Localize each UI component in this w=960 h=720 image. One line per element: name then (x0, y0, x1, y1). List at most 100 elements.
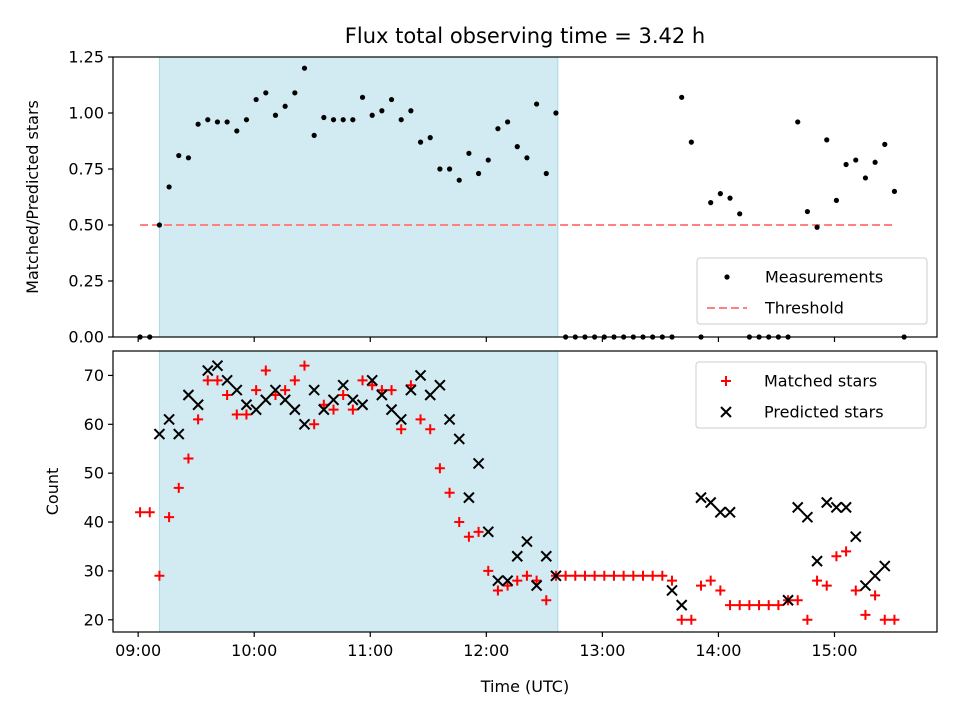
matched-stars-point (754, 600, 765, 611)
matched-stars-point (667, 575, 678, 586)
predicted-stars-point (840, 501, 852, 514)
matched-stars-point (860, 609, 871, 620)
predicted-stars-point (231, 384, 243, 396)
matched-stars-point (202, 375, 213, 386)
measurements-point (833, 197, 840, 203)
matched-stars-point (773, 600, 784, 611)
measurements-point (872, 159, 878, 165)
predicted-stars-point (511, 550, 523, 562)
y-tick-label: 20 (84, 610, 104, 629)
measurements-point (176, 152, 182, 159)
axes-frame (112, 350, 938, 633)
measurements-point (398, 117, 404, 123)
predicted-stars-point (366, 374, 378, 387)
x-axis-label: Time (UTC) (480, 677, 569, 696)
matched-stars-point (144, 507, 155, 518)
x-tick-label: 12:00 (463, 641, 509, 660)
matched-stars-point (570, 570, 581, 581)
measurements-point (369, 112, 375, 118)
x-tick-label: 14:00 (695, 641, 741, 660)
matched-stars-point (734, 600, 745, 611)
observing-interval-shade (158, 350, 559, 633)
measurements-point (417, 139, 424, 145)
matched-stars-point (608, 570, 619, 581)
matched-stars-point (183, 453, 194, 464)
measurements-point (379, 108, 385, 114)
measurements-point (166, 184, 172, 190)
predicted-stars-point (424, 389, 436, 401)
predicted-stars-point (859, 579, 872, 592)
y-tick-label: 60 (84, 415, 104, 434)
matched-stars-point (222, 389, 233, 400)
predicted-stars-point (173, 428, 185, 440)
matched-stars-point (637, 570, 648, 581)
predicted-stars-point (298, 418, 311, 431)
matched-stars-point (744, 600, 755, 611)
measurements-point (814, 224, 820, 230)
measurements-point (359, 94, 366, 100)
matched-stars-point (415, 414, 426, 425)
predicted-stars-point (821, 496, 833, 509)
measurements-point (272, 112, 279, 118)
measurements-point (224, 119, 230, 125)
predicted-stars-point (327, 394, 340, 406)
matched-stars-point (647, 570, 658, 581)
predicted-stars-point (482, 526, 494, 538)
y-tick-label: 0.25 (68, 272, 104, 291)
predicted-stars-point (240, 399, 253, 411)
matched-stars-point (618, 570, 629, 581)
predicted-stars-point (879, 560, 891, 572)
predicted-stars-point (308, 384, 320, 396)
matched-stars-point (879, 614, 890, 625)
predicted-stars-point (182, 389, 195, 401)
legend-plus-marker (721, 376, 731, 386)
measurements-point (234, 128, 240, 134)
matched-stars-point (135, 507, 146, 518)
measurements-point (737, 211, 743, 217)
predicted-stars-point (714, 506, 727, 518)
predicted-stars-point (279, 394, 291, 406)
predicted-stars-point (472, 457, 485, 470)
predicted-stars-point (869, 570, 881, 582)
predicted-stars-point (269, 384, 282, 396)
matched-stars-point (521, 570, 532, 581)
x-tick-label: 09:00 (115, 641, 161, 660)
measurements-point (679, 94, 685, 100)
predicted-stars-point (337, 379, 349, 391)
axes-frame (112, 56, 938, 338)
matched-stars-point (251, 385, 262, 396)
y-tick-label: 30 (84, 561, 104, 580)
predicted-stars-point (202, 364, 214, 377)
matched-stars-point (512, 575, 523, 586)
measurements-point (804, 208, 811, 215)
predicted-stars-point (850, 530, 862, 543)
matched-stars-point (444, 487, 455, 498)
measurements-point (156, 222, 163, 228)
legend-label: Threshold (764, 299, 844, 318)
measurements-point (205, 117, 211, 123)
y-tick-label: 0.00 (68, 328, 104, 347)
predicted-stars-point (492, 574, 504, 587)
matched-stars-point (560, 570, 571, 581)
predicted-stars-point (356, 399, 369, 411)
measurements-point (795, 119, 801, 125)
measurements-point (543, 170, 549, 177)
matched-stars-point (309, 419, 320, 430)
measurements-point (321, 114, 327, 121)
measurements-point (330, 117, 337, 123)
measurements-point (185, 155, 192, 161)
measurements-point (891, 188, 898, 194)
predicted-stars-point (153, 428, 166, 440)
matched-stars-point (396, 424, 407, 435)
matched-stars-point (676, 614, 687, 625)
measurements-point (485, 157, 491, 163)
predicted-stars-point (395, 413, 407, 426)
matched-stars-point (367, 380, 378, 391)
measurements-point (388, 96, 395, 103)
predicted-stars-point (530, 579, 543, 592)
matched-stars-point (231, 409, 242, 420)
legend-label: Matched stars (764, 372, 877, 391)
matched-stars-point (492, 585, 503, 596)
predicted-stars-point (830, 501, 843, 514)
predicted-stars-point (666, 584, 678, 597)
